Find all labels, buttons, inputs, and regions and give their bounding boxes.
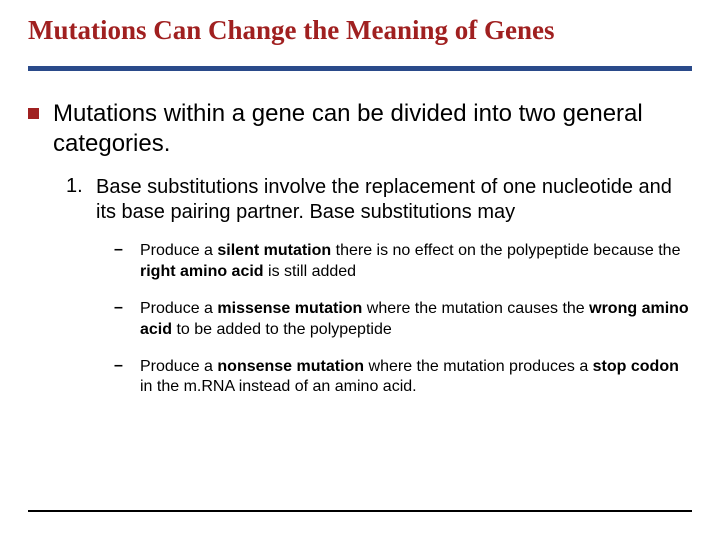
slide-title: Mutations Can Change the Meaning of Gene… [28, 14, 692, 46]
dash-icon: – [114, 241, 124, 259]
sub-item-text: Produce a nonsense mutation where the mu… [140, 357, 692, 399]
sub-item-text: Produce a missense mutation where the mu… [140, 299, 692, 341]
text-fragment: to be added to the polypeptide [172, 321, 392, 338]
item-number: 1. [66, 175, 86, 198]
dash-icon: – [114, 299, 124, 317]
sub-item-nonsense: – Produce a nonsense mutation where the … [114, 357, 692, 399]
bold-term: right amino acid [140, 263, 264, 280]
square-bullet-icon [28, 108, 39, 119]
text-fragment: in the m.RNA instead of an amino acid. [140, 378, 417, 395]
dash-icon: – [114, 357, 124, 375]
main-bullet-text: Mutations within a gene can be divided i… [53, 99, 692, 159]
divider-bottom [28, 510, 692, 512]
bold-term: stop codon [593, 358, 679, 375]
text-fragment: where the mutation causes the [362, 300, 589, 317]
slide: Mutations Can Change the Meaning of Gene… [0, 0, 720, 540]
text-fragment: where the mutation produces a [364, 358, 593, 375]
bold-term: missense mutation [217, 300, 362, 317]
sub-item-text: Produce a silent mutation there is no ef… [140, 241, 692, 283]
bold-term: nonsense mutation [217, 358, 364, 375]
sub-item-silent: – Produce a silent mutation there is no … [114, 241, 692, 283]
text-fragment: there is no effect on the polypeptide be… [331, 242, 680, 259]
numbered-item: 1. Base substitutions involve the replac… [66, 175, 692, 225]
numbered-text: Base substitutions involve the replaceme… [96, 175, 692, 225]
sub-item-missense: – Produce a missense mutation where the … [114, 299, 692, 341]
text-fragment: is still added [264, 263, 357, 280]
bold-term: silent mutation [217, 242, 331, 259]
text-fragment: Produce a [140, 358, 217, 375]
main-bullet: Mutations within a gene can be divided i… [28, 99, 692, 159]
divider-top [28, 66, 692, 71]
text-fragment: Produce a [140, 242, 217, 259]
text-fragment: Produce a [140, 300, 217, 317]
